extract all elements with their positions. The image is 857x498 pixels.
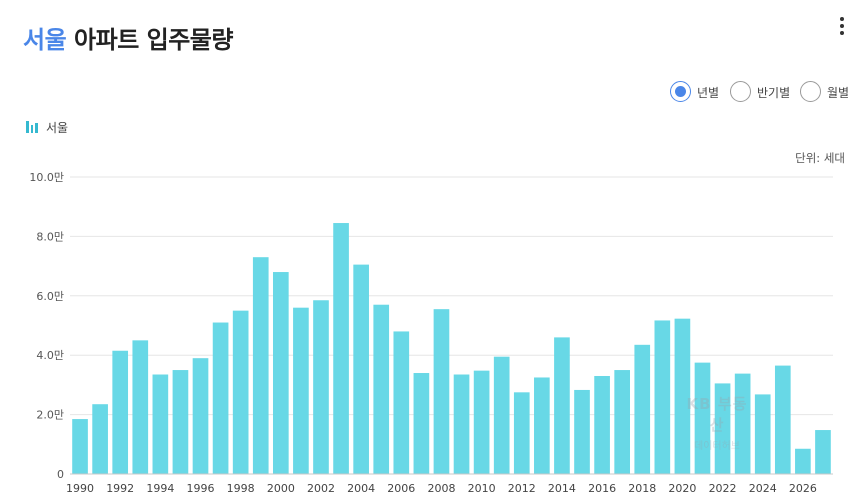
- x-tick-label: 2018: [628, 482, 656, 495]
- radio-label: 년별: [697, 86, 720, 100]
- y-tick-label: 8.0만: [36, 230, 64, 243]
- radio-circle: [800, 81, 821, 102]
- x-tick-label: 2014: [548, 482, 576, 495]
- bar[interactable]: [453, 374, 470, 474]
- bar[interactable]: [774, 365, 791, 474]
- bar[interactable]: [795, 448, 811, 474]
- x-tick-label: 1992: [106, 482, 134, 495]
- title-text: 아파트 입주물량: [74, 26, 233, 54]
- x-tick-label: 1990: [66, 482, 94, 495]
- bar[interactable]: [614, 370, 631, 474]
- unit-label: 단위: 세대: [795, 151, 845, 165]
- x-tick-label: 2004: [347, 482, 375, 495]
- bar[interactable]: [72, 419, 88, 474]
- bar[interactable]: [112, 350, 129, 474]
- x-tick-label: 2012: [508, 482, 536, 495]
- bar[interactable]: [815, 430, 831, 474]
- x-tick-label: 2022: [709, 482, 737, 495]
- x-tick-label: 2010: [468, 482, 496, 495]
- x-tick-label: 2026: [789, 482, 817, 495]
- bar[interactable]: [473, 370, 490, 474]
- x-tick-label: 2016: [588, 482, 616, 495]
- more-options-icon[interactable]: [834, 14, 850, 38]
- bar[interactable]: [534, 377, 550, 474]
- bar[interactable]: [674, 318, 691, 474]
- bar[interactable]: [594, 375, 610, 474]
- bar[interactable]: [212, 322, 229, 474]
- bar[interactable]: [694, 362, 711, 474]
- y-tick-label: 2.0만: [36, 409, 64, 422]
- bar[interactable]: [313, 300, 329, 474]
- bar[interactable]: [373, 304, 390, 474]
- x-tick-label: 2006: [387, 482, 415, 495]
- bar[interactable]: [433, 309, 450, 474]
- bar[interactable]: [493, 356, 510, 474]
- bar[interactable]: [333, 223, 349, 474]
- bar[interactable]: [413, 373, 430, 474]
- bar[interactable]: [634, 344, 651, 474]
- bar[interactable]: [554, 337, 570, 474]
- y-tick-label: 0: [57, 468, 64, 481]
- radio-circle: [730, 81, 751, 102]
- x-tick-label: 2002: [307, 482, 335, 495]
- bar[interactable]: [293, 307, 309, 474]
- x-tick-label: 1998: [227, 482, 255, 495]
- bar[interactable]: [714, 383, 731, 474]
- x-tick-label: 1996: [187, 482, 215, 495]
- x-tick-label: 1994: [146, 482, 174, 495]
- radio-label: 반기별: [757, 86, 791, 100]
- y-tick-label: 4.0만: [36, 349, 64, 362]
- bar[interactable]: [152, 374, 169, 474]
- bar[interactable]: [232, 310, 249, 474]
- region-name: 서울: [23, 26, 67, 54]
- bar[interactable]: [353, 264, 369, 474]
- legend-label: 서울: [46, 121, 69, 135]
- bar[interactable]: [393, 331, 410, 474]
- bar[interactable]: [574, 389, 590, 474]
- x-tick-label: 2020: [668, 482, 696, 495]
- y-tick-label: 10.0만: [29, 171, 64, 184]
- bar[interactable]: [132, 340, 149, 474]
- bar[interactable]: [192, 358, 209, 474]
- bar[interactable]: [754, 394, 771, 474]
- bar[interactable]: [272, 272, 289, 474]
- bar[interactable]: [252, 257, 269, 474]
- bar[interactable]: [92, 404, 108, 474]
- x-tick-label: 2008: [427, 482, 455, 495]
- radio-label: 월별: [827, 86, 850, 100]
- bar[interactable]: [734, 373, 751, 474]
- y-tick-label: 6.0만: [36, 290, 64, 303]
- bar[interactable]: [513, 392, 530, 474]
- bar-chart-icon: [26, 121, 38, 133]
- radio-circle: [670, 81, 691, 102]
- bar[interactable]: [654, 320, 671, 474]
- page-title: 서울 아파트 입주물량: [23, 20, 233, 55]
- x-tick-label: 2024: [749, 482, 777, 495]
- x-tick-label: 2000: [267, 482, 295, 495]
- bar[interactable]: [172, 370, 189, 474]
